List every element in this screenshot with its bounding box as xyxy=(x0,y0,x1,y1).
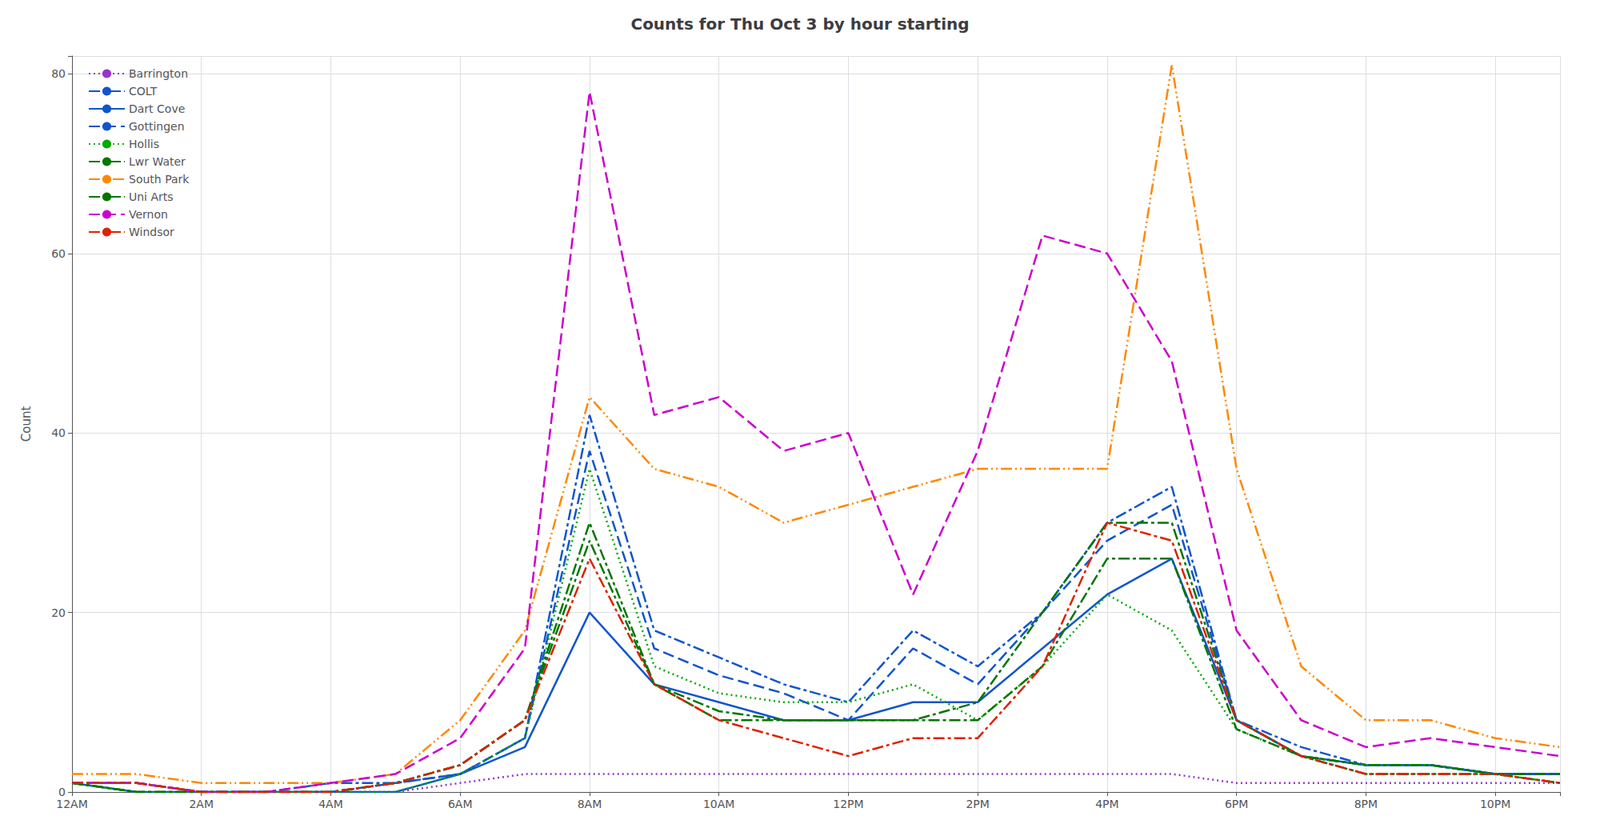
svg-text:60: 60 xyxy=(51,247,66,260)
svg-text:12PM: 12PM xyxy=(832,797,864,811)
svg-text:Uni Arts: Uni Arts xyxy=(128,190,174,204)
svg-text:8AM: 8AM xyxy=(577,797,603,811)
svg-text:South Park: South Park xyxy=(128,172,190,186)
svg-text:6AM: 6AM xyxy=(448,797,473,811)
svg-text:20: 20 xyxy=(51,606,66,620)
svg-text:12AM: 12AM xyxy=(56,797,88,811)
svg-text:40: 40 xyxy=(51,426,66,440)
svg-text:Count: Count xyxy=(19,406,34,443)
svg-text:Counts for Thu Oct 3 by hour s: Counts for Thu Oct 3 by hour starting xyxy=(630,14,969,34)
svg-text:4PM: 4PM xyxy=(1095,797,1119,811)
svg-text:6PM: 6PM xyxy=(1224,797,1248,811)
svg-text:Barrington: Barrington xyxy=(128,67,188,80)
svg-text:2AM: 2AM xyxy=(188,797,214,811)
svg-text:80: 80 xyxy=(51,67,66,80)
svg-text:COLT: COLT xyxy=(128,84,158,98)
svg-text:Gottingen: Gottingen xyxy=(128,120,185,133)
svg-text:0: 0 xyxy=(58,785,66,799)
svg-text:2PM: 2PM xyxy=(965,797,989,811)
svg-text:Hollis: Hollis xyxy=(128,137,160,151)
svg-text:Vernon: Vernon xyxy=(128,208,168,221)
svg-text:4AM: 4AM xyxy=(318,797,344,811)
svg-text:Lwr Water: Lwr Water xyxy=(128,155,186,168)
svg-text:10AM: 10AM xyxy=(703,797,735,811)
svg-text:8PM: 8PM xyxy=(1354,797,1378,811)
svg-text:10PM: 10PM xyxy=(1480,797,1511,811)
svg-text:Windsor: Windsor xyxy=(128,225,175,239)
svg-text:Dart Cove: Dart Cove xyxy=(128,102,185,116)
